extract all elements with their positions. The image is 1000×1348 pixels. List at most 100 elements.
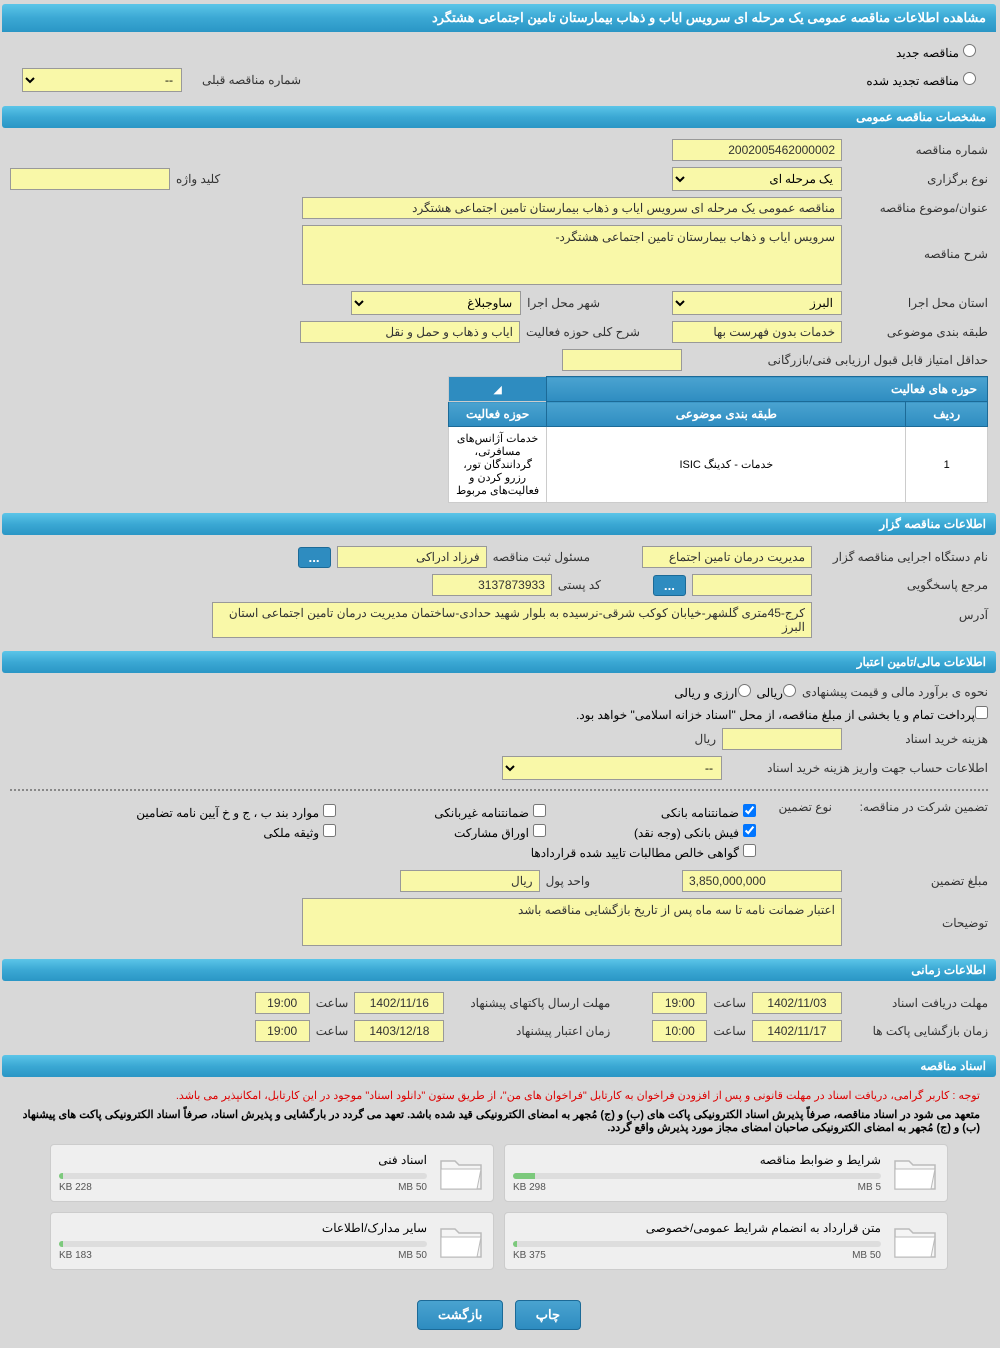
activity-table-corner-icon[interactable]: ◢ bbox=[449, 377, 547, 402]
city-select[interactable]: ساوجبلاغ bbox=[351, 291, 521, 315]
doc-card[interactable]: متن قرارداد به انضمام شرایط عمومی/خصوصی … bbox=[504, 1212, 948, 1270]
doc-card[interactable]: اسناد فنی 50 MB 228 KB bbox=[50, 1144, 494, 1202]
type-select[interactable]: یک مرحله ای bbox=[672, 167, 842, 191]
subject-value: مناقصه عمومی یک مرحله ای سرویس ایاب و ذه… bbox=[302, 197, 842, 219]
doc-title: شرایط و ضوابط مناقصه bbox=[513, 1153, 881, 1167]
cb-nonbank[interactable]: ضمانتنامه غیربانکی bbox=[346, 804, 546, 820]
doc-total: 50 MB bbox=[398, 1250, 427, 1261]
min-score-value bbox=[562, 349, 682, 371]
section-financial-title: اطلاعات مالی/تامین اعتبار bbox=[2, 651, 996, 673]
doc-total: 50 MB bbox=[398, 1182, 427, 1193]
category-value: خدمات بدون فهرست بها bbox=[672, 321, 842, 343]
doc-size: 375 KB bbox=[513, 1250, 546, 1261]
registrar-value: فرزاد ادراکی bbox=[337, 546, 487, 568]
section-docs-title: اسناد مناقصه bbox=[2, 1055, 996, 1077]
doc-progress bbox=[59, 1241, 427, 1247]
doc-title: سایر مدارک/اطلاعات bbox=[59, 1221, 427, 1235]
doc-size: 298 KB bbox=[513, 1182, 546, 1193]
cb-cash[interactable]: فیش بانکی (وجه نقد) bbox=[556, 824, 756, 840]
doc-deadline-hour: 19:00 bbox=[652, 992, 707, 1014]
docs-note-bold: متعهد می شود در اسناد مناقصه، صرفاً پذیر… bbox=[10, 1106, 988, 1136]
account-select[interactable]: -- bbox=[502, 756, 722, 780]
doc-cost-label: هزینه خرید اسناد bbox=[848, 732, 988, 746]
doc-progress bbox=[59, 1173, 427, 1179]
estimate-label: نحوه ی برآورد مالی و قیمت پیشنهادی bbox=[802, 685, 988, 699]
doc-progress bbox=[513, 1173, 881, 1179]
activity-table: حوزه های فعالیت ◢ ردیف طبقه بندی موضوعی … bbox=[448, 376, 988, 503]
doc-cost-unit: ریال bbox=[694, 732, 716, 746]
page-title: مشاهده اطلاعات مناقصه عمومی یک مرحله ای … bbox=[2, 4, 996, 32]
cb-bonds[interactable]: اوراق مشارکت bbox=[346, 824, 546, 840]
table-row: 1 خدمات - کدینگ ISIC خدمات آژانس‌های مسا… bbox=[449, 427, 988, 503]
min-score-label: حداقل امتیاز قابل قبول ارزیابی فنی/بازرگ… bbox=[688, 353, 988, 367]
packet-send-label: مهلت ارسال پاکتهای پیشنهاد bbox=[450, 996, 610, 1010]
guarantee-unit-label: واحد پول bbox=[546, 874, 590, 888]
guarantee-main-label: تضمین شرکت در مناقصه: bbox=[838, 800, 988, 814]
doc-size: 183 KB bbox=[59, 1250, 92, 1261]
prev-number-select[interactable]: -- bbox=[22, 68, 182, 92]
doc-size: 228 KB bbox=[59, 1182, 92, 1193]
guarantee-unit-value: ریال bbox=[400, 870, 540, 892]
province-label: استان محل اجرا bbox=[848, 296, 988, 310]
radio-new-tender[interactable]: مناقصه جدید bbox=[896, 46, 976, 60]
guarantee-type-label: نوع تضمین bbox=[762, 800, 832, 814]
doc-card[interactable]: شرایط و ضوابط مناقصه 5 MB 298 KB bbox=[504, 1144, 948, 1202]
keyword-value bbox=[10, 168, 170, 190]
agency-value: مدیریت درمان تامین اجتماع bbox=[642, 546, 812, 568]
tender-number-label: شماره مناقصه bbox=[848, 143, 988, 157]
folder-icon bbox=[437, 1153, 485, 1193]
doc-total: 50 MB bbox=[852, 1250, 881, 1261]
cb-receivables[interactable]: گواهی خالص مطالبات تایید شده قراردادها bbox=[346, 844, 756, 860]
hour-label-2: ساعت bbox=[316, 996, 349, 1010]
doc-cost-value bbox=[722, 728, 842, 750]
doc-title: متن قرارداد به انضمام شرایط عمومی/خصوصی bbox=[513, 1221, 881, 1235]
col-row: ردیف bbox=[906, 402, 988, 427]
radio-mixed[interactable]: ارزی و ریالی bbox=[674, 684, 750, 700]
guarantee-notes-value: اعتبار ضمانت نامه تا سه ماه پس از تاریخ … bbox=[302, 898, 842, 946]
section-general-title: مشخصات مناقصه عمومی bbox=[2, 106, 996, 128]
activity-table-title: حوزه های فعالیت bbox=[547, 377, 988, 402]
scope-label: شرح کلی حوزه فعالیت bbox=[526, 325, 640, 339]
doc-total: 5 MB bbox=[858, 1182, 881, 1193]
cb-bank[interactable]: ضمانتنامه بانکی bbox=[556, 804, 756, 820]
scope-value: ایاب و ذهاب و حمل و نقل bbox=[300, 321, 520, 343]
radio-rial[interactable]: ریالی bbox=[757, 684, 796, 700]
registrar-label: مسئول ثبت مناقصه bbox=[493, 550, 590, 564]
responder-value bbox=[692, 574, 812, 596]
category-label: طبقه بندی موضوعی bbox=[848, 325, 988, 339]
cb-property[interactable]: وثیقه ملکی bbox=[136, 824, 336, 840]
responder-lookup-button[interactable]: ... bbox=[653, 575, 686, 596]
col-category: طبقه بندی موضوعی bbox=[547, 402, 906, 427]
packet-send-hour: 19:00 bbox=[255, 992, 310, 1014]
doc-deadline-label: مهلت دریافت اسناد bbox=[848, 996, 988, 1010]
postal-label: کد پستی bbox=[558, 578, 601, 592]
guarantee-amount-value: 3,850,000,000 bbox=[682, 870, 842, 892]
validity-hour: 19:00 bbox=[255, 1020, 310, 1042]
responder-label: مرجع پاسخگویی bbox=[818, 578, 988, 592]
province-select[interactable]: البرز bbox=[672, 291, 842, 315]
section-owner-title: اطلاعات مناقصه گزار bbox=[2, 513, 996, 535]
tender-number-value: 2002005462000002 bbox=[672, 139, 842, 161]
section-time-title: اطلاعات زمانی bbox=[2, 959, 996, 981]
col-scope: حوزه فعالیت bbox=[449, 402, 547, 427]
opening-hour: 10:00 bbox=[652, 1020, 707, 1042]
hour-label-4: ساعت bbox=[316, 1024, 349, 1038]
address-label: آدرس bbox=[818, 602, 988, 622]
doc-progress bbox=[513, 1241, 881, 1247]
print-button[interactable]: چاپ bbox=[515, 1300, 581, 1330]
registrar-lookup-button[interactable]: ... bbox=[298, 547, 331, 568]
radio-new-label: مناقصه جدید bbox=[896, 46, 959, 60]
doc-title: اسناد فنی bbox=[59, 1153, 427, 1167]
checkbox-treasury[interactable]: پرداخت تمام و یا بخشی از مبلغ مناقصه، از… bbox=[576, 706, 988, 722]
opening-date: 1402/11/17 bbox=[752, 1020, 842, 1042]
agency-label: نام دستگاه اجرایی مناقصه گزار bbox=[818, 550, 988, 564]
city-label: شهر محل اجرا bbox=[527, 296, 600, 310]
cb-cases[interactable]: موارد بند ب ، ج و خ آیین نامه تضامین bbox=[136, 804, 336, 820]
back-button[interactable]: بازگشت bbox=[417, 1300, 503, 1330]
postal-value: 3137873933 bbox=[432, 574, 552, 596]
radio-renewed-tender[interactable]: مناقصه تجدید شده bbox=[866, 72, 976, 88]
subject-label: عنوان/موضوع مناقصه bbox=[848, 201, 988, 215]
doc-card[interactable]: سایر مدارک/اطلاعات 50 MB 183 KB bbox=[50, 1212, 494, 1270]
address-value: کرج-45متری گلشهر-خیابان کوکب شرقی-نرسیده… bbox=[212, 602, 812, 638]
folder-icon bbox=[891, 1153, 939, 1193]
